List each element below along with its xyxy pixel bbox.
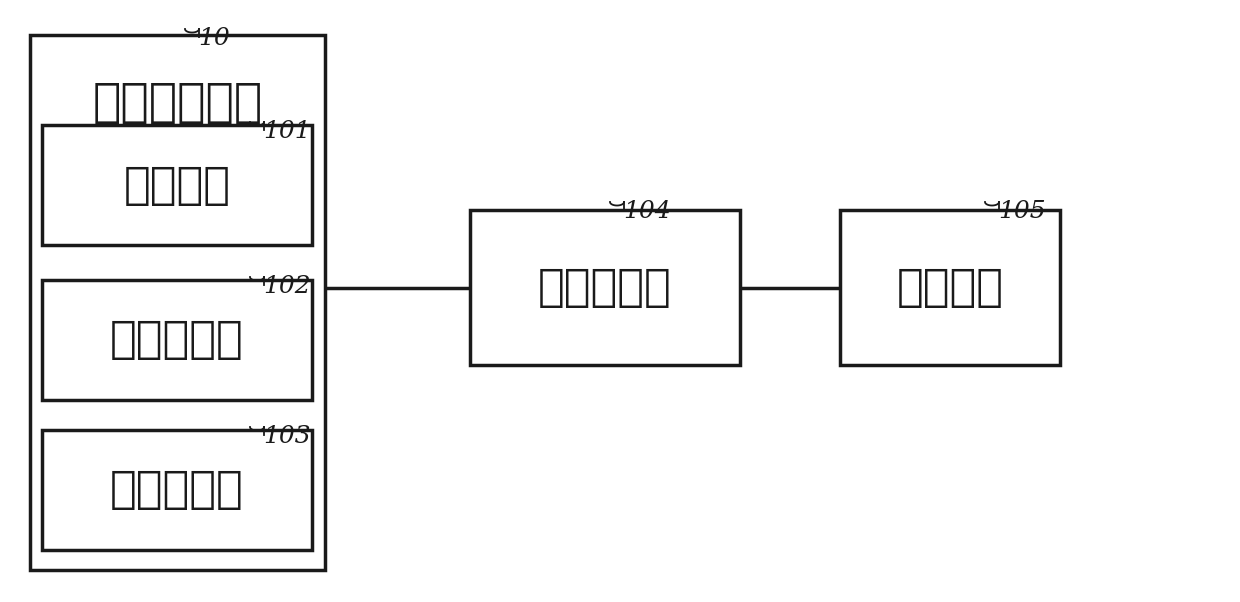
Bar [42,280,312,400]
Text: 预处理单元: 预处理单元 [538,266,672,309]
Text: 103: 103 [263,425,311,448]
Text: 心电采集装置: 心电采集装置 [92,81,263,125]
Bar [30,35,325,570]
Bar [42,125,312,245]
Text: 101: 101 [263,120,311,143]
Text: 104: 104 [622,200,671,223]
Text: 10: 10 [198,27,229,50]
Text: 压力传感器: 压力传感器 [110,468,244,512]
Bar [470,210,740,365]
Text: 105: 105 [998,200,1045,223]
Bar [42,430,312,550]
Bar [839,210,1060,365]
Text: 心率传感器: 心率传感器 [110,318,244,361]
Text: 通信单元: 通信单元 [897,266,1003,309]
Text: 生物电极: 生物电极 [124,164,231,206]
Text: 102: 102 [263,275,311,298]
